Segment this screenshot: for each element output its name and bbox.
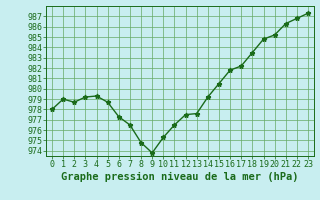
X-axis label: Graphe pression niveau de la mer (hPa): Graphe pression niveau de la mer (hPa) — [61, 172, 299, 182]
